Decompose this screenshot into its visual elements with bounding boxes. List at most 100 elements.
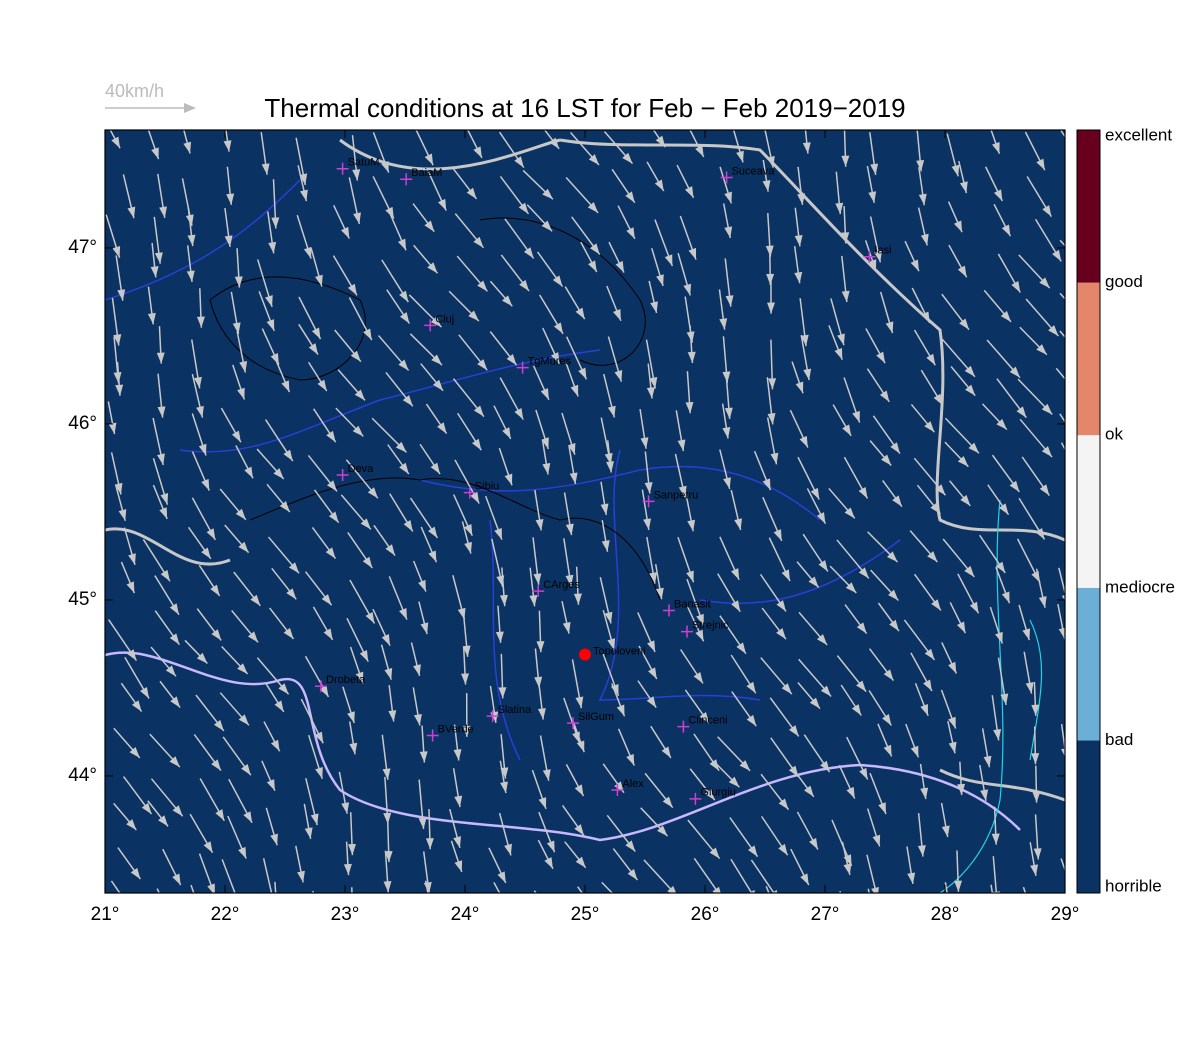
wind-arrow-head [948,716,956,729]
wind-arrow-head [157,406,166,418]
wind-arrow-head [462,725,471,737]
map-title: Thermal conditions at 16 LST for Feb − F… [264,93,905,123]
wind-arrow-head [846,786,855,799]
wind-arrow-head [719,318,728,330]
wind-arrow-shaft [637,892,639,893]
wind-arrow-head [537,708,546,720]
wind-arrow-head [347,711,355,723]
wind-arrow-head [127,206,136,219]
wind-arrow-head [762,180,771,192]
wind-arrow-head [341,226,350,239]
wind-arrow-head [121,897,131,908]
wind-arrow-head [352,425,364,437]
wind-arrow-head [349,742,358,755]
city-label: TgMures [528,356,572,368]
wind-arrow-head [910,745,919,758]
city-label: Iasi [874,245,891,257]
wind-arrow-head [657,825,668,837]
y-tick-label: 47° [68,237,97,258]
wind-arrow-head [879,390,890,402]
wind-arrow-head [274,700,284,712]
wind-arrow-head [172,873,181,886]
wind-arrow-head [575,696,584,709]
wind-arrow-head [842,424,852,436]
wind-arrow-head [354,389,365,401]
wind-arrow-head [736,642,746,654]
wind-arrow-head [737,923,746,934]
wind-arrow-head [704,789,715,801]
wind-arrow-head [424,153,434,166]
wind-arrow-head [399,312,410,324]
wind-arrow-head [835,202,844,215]
wind-arrow-head [424,220,435,232]
wind-arrow-head [965,384,976,396]
wind-arrow-head [948,741,957,754]
wind-arrow-head [363,328,372,341]
wind-arrow-head [297,870,305,883]
wind-arrow-head [1009,480,1020,492]
wind-arrow-head [427,262,438,274]
wind-arrow-head [504,473,513,486]
wind-arrow-head [469,926,477,938]
wind-arrow-head [226,193,235,205]
wind-arrow-head [888,589,899,601]
wind-arrow-head [816,634,828,646]
wind-arrow-head [772,910,780,922]
wind-arrow-head [247,631,259,643]
wind-arrow-head [747,845,758,857]
wind-arrow-head [800,334,809,347]
wind-arrow-head [399,462,409,475]
wind-arrow-head [993,189,1003,201]
wind-arrow-head [957,783,966,796]
wind-arrow-head [234,276,243,288]
wind-arrow-head [959,318,969,330]
wind-arrow-head [437,422,447,434]
city-marker [681,625,693,638]
wind-arrow-head [820,685,832,697]
wind-arrow-head [868,259,877,271]
wind-arrow-head [140,687,150,699]
wind-arrow-head [968,442,979,454]
wind-arrow-head [494,527,502,540]
wind-arrow-shaft [1060,442,1065,451]
wind-arrow-shaft [1058,567,1065,596]
wind-arrow-head [466,187,477,199]
wind-arrow-head [995,561,1006,573]
wind-arrow-head [924,421,935,433]
colorbar-label: mediocre [1105,577,1175,596]
wind-arrow-head [538,797,547,809]
wind-arrow-head [198,443,207,456]
wind-arrow-head [1000,693,1009,705]
wind-arrow-head [996,418,1007,430]
x-tick-label: 22° [211,904,240,925]
city-marker [689,792,702,805]
wind-arrow-shaft [221,859,236,893]
wind-arrow-head [473,405,484,417]
wind-arrow-head [326,430,336,443]
colorbar-segment [1077,282,1100,436]
wind-arrow-head [845,582,857,593]
wind-arrow-head [402,395,413,407]
wind-arrow-head [920,787,929,800]
wind-arrow-head [231,430,241,443]
wind-arrow-head [678,485,687,498]
wind-arrow-head [773,529,782,541]
wind-arrow-head [413,713,422,726]
wind-arrow-head [664,254,673,267]
wind-arrow-head [616,704,625,717]
wind-arrow-head [601,540,610,552]
wind-arrow-head [211,629,222,641]
wind-arrow-head [589,243,600,255]
wind-arrow-head [856,622,867,634]
wind-arrow-head [574,784,584,796]
wind-arrow-head [432,379,444,391]
city-marker [677,720,690,733]
wind-arrow-head [187,234,196,247]
wind-arrow-head [646,696,657,708]
wind-arrow-head [183,141,192,154]
wind-arrow-head [886,551,898,562]
wind-arrow-head [1039,277,1050,289]
geography [105,138,1065,893]
wind-arrow-head [1022,628,1031,641]
wind-arrow-shaft [990,884,994,893]
